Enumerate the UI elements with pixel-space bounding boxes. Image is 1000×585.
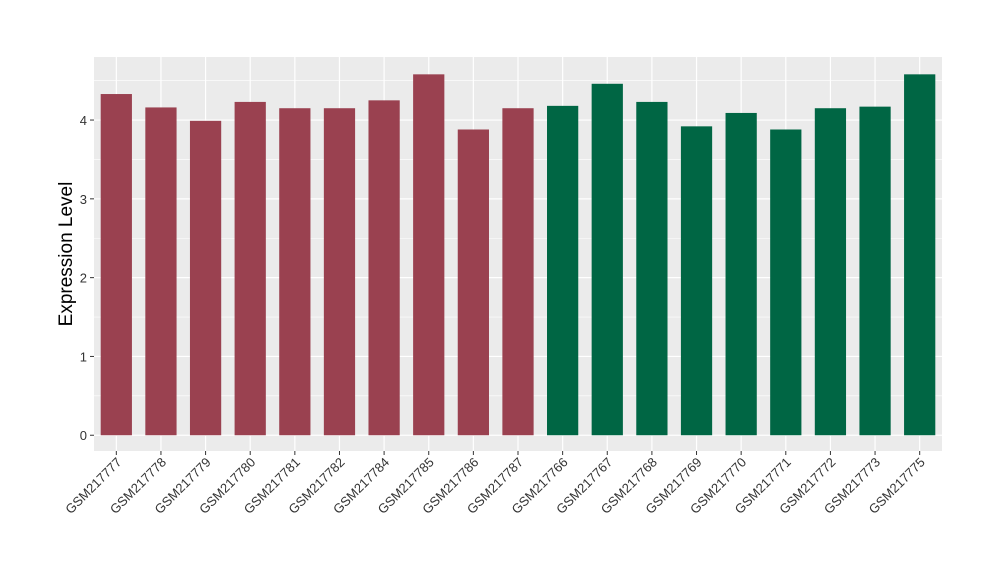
y-tick-label: 3 xyxy=(80,192,87,207)
bar-gsm217779 xyxy=(189,120,222,436)
bar-gsm217780 xyxy=(234,101,266,436)
bar-gsm217766 xyxy=(547,105,579,436)
bar-gsm217769 xyxy=(680,126,713,436)
bar-gsm217772 xyxy=(814,108,847,436)
bar-gsm217781 xyxy=(279,108,311,436)
y-tick-label: 4 xyxy=(80,113,87,128)
y-tick-label: 0 xyxy=(80,428,87,443)
bar-gsm217770 xyxy=(725,112,757,436)
bar-gsm217782 xyxy=(323,108,356,436)
y-axis-label: Expression Level xyxy=(56,182,77,327)
bar-gsm217771 xyxy=(770,129,802,436)
bar-gsm217787 xyxy=(502,108,534,436)
bar-gsm217773 xyxy=(859,106,891,436)
bar-gsm217785 xyxy=(413,74,445,436)
bar-gsm217786 xyxy=(457,129,489,436)
y-tick-label: 2 xyxy=(80,271,87,286)
bar-gsm217778 xyxy=(145,107,177,436)
bar-gsm217767 xyxy=(591,83,623,436)
bar-gsm217777 xyxy=(100,94,132,436)
bar-gsm217775 xyxy=(904,74,936,436)
y-tick-label: 1 xyxy=(80,349,87,364)
bar-gsm217768 xyxy=(636,101,668,436)
bar-gsm217784 xyxy=(368,100,400,436)
